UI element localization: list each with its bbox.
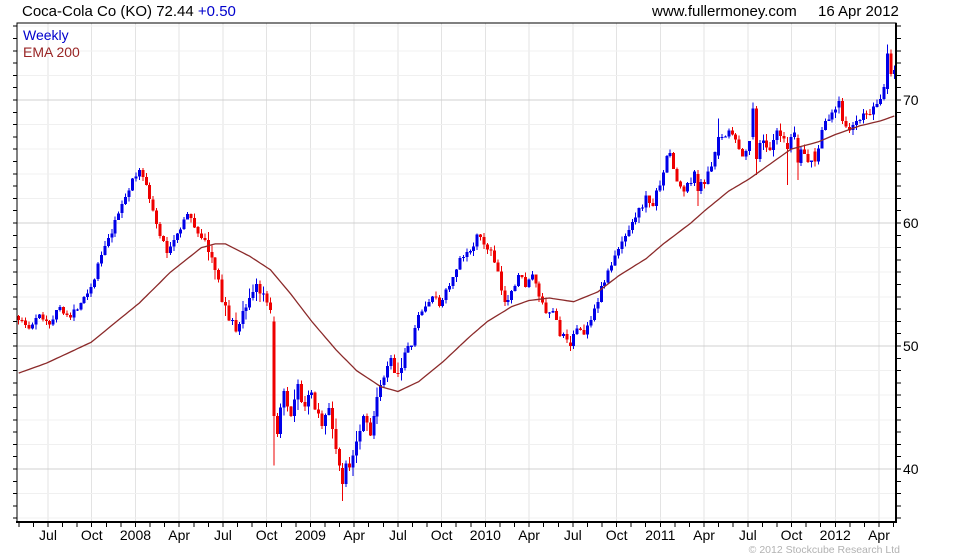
y-tick-label-60: 60 — [903, 215, 919, 231]
x-tick-label-oct-9: Oct — [430, 527, 453, 543]
y-tick-label-40: 40 — [903, 461, 919, 477]
x-tick-label-apr-15: Apr — [693, 527, 715, 543]
y-tick-label-50: 50 — [903, 338, 919, 354]
symbol-price-text: Coca-Cola Co (KO) 72.44 — [22, 3, 194, 20]
legend-weekly-label: Weekly — [23, 27, 69, 43]
copyright-text: © 2012 Stockcube Research Ltd — [748, 544, 900, 556]
x-tick-label-apr-19: Apr — [868, 527, 890, 543]
legend-ema-label: EMA 200 — [23, 44, 80, 60]
x-tick-label-jul-4: Jul — [213, 527, 232, 543]
x-tick-label-oct-13: Oct — [605, 527, 628, 543]
x-tick-label-jul-8: Jul — [388, 527, 407, 543]
x-tick-label-oct-5: Oct — [255, 527, 278, 543]
x-tick-label-jul-16: Jul — [738, 527, 757, 543]
x-tick-label-2009-6: 2009 — [294, 527, 326, 543]
x-tick-label-2010-10: 2010 — [469, 527, 501, 543]
x-tick-label-jul-12: Jul — [563, 527, 582, 543]
x-tick-label-oct-17: Oct — [780, 527, 803, 543]
y-tick-label-70: 70 — [903, 92, 919, 108]
x-tick-label-2011-14: 2011 — [645, 527, 676, 543]
x-tick-label-apr-3: Apr — [168, 527, 191, 543]
price-change-text: +0.50 — [197, 3, 236, 20]
site-url-text: www.fullermoney.com — [652, 3, 797, 20]
x-tick-label-oct-1: Oct — [80, 527, 103, 543]
x-tick-label-2012-18: 2012 — [819, 527, 851, 543]
x-tick-label-jul-0: Jul — [39, 527, 57, 543]
x-tick-label-2008-2: 2008 — [119, 527, 152, 543]
page-title: Coca-Cola Co (KO) 72.44 +0.50 — [22, 3, 236, 20]
report-date-text: 16 Apr 2012 — [818, 3, 899, 20]
x-tick-label-apr-7: Apr — [343, 527, 366, 543]
x-tick-label-apr-11: Apr — [518, 527, 540, 543]
